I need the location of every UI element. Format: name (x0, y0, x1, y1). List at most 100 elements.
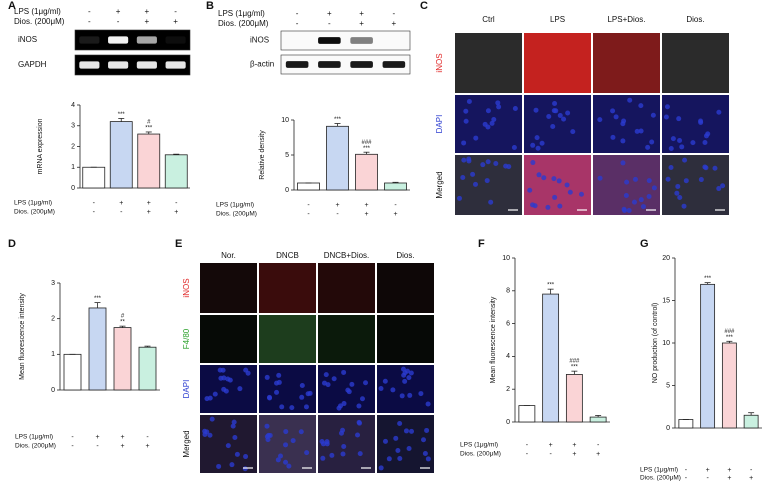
nucleus (355, 432, 361, 438)
treatment-sign: + (147, 209, 151, 216)
row-label: Merged (435, 171, 444, 198)
micrograph (455, 33, 522, 93)
y-tick-label: 10 (662, 340, 670, 347)
y-tick-label: 0 (71, 185, 75, 192)
panel-label: B (206, 0, 214, 12)
y-tick-label: 4 (71, 102, 75, 109)
panel-label: A (8, 0, 16, 12)
nucleus (634, 128, 640, 134)
panel-label: C (420, 0, 428, 12)
treatment-sign: + (116, 7, 121, 16)
treatment-sign: + (596, 451, 600, 458)
treatment-sign: - (93, 200, 96, 207)
column-header: LPS (550, 15, 565, 24)
nucleus (668, 164, 674, 170)
treatment-sign: - (88, 17, 91, 26)
treatment-sign: + (145, 7, 150, 16)
bar (700, 283, 716, 429)
nucleus (382, 438, 388, 444)
y-axis-label: Relative density (259, 130, 266, 180)
nucleus (265, 437, 271, 443)
nucleus (466, 156, 472, 162)
nucleus (496, 104, 502, 110)
nucleus (463, 118, 469, 124)
nucleus (541, 175, 547, 181)
nucleus (466, 99, 472, 105)
nucleus (640, 204, 646, 210)
treatment-label: LPS (1μg/ml) (218, 9, 265, 18)
treatment-sign: + (120, 443, 124, 450)
nucleus (264, 423, 270, 429)
treatment-sign: + (359, 9, 364, 18)
bar (678, 419, 694, 429)
bar (88, 307, 107, 391)
bar (326, 125, 349, 191)
nucleus (329, 452, 335, 458)
nucleus (623, 193, 629, 199)
nucleus (512, 105, 518, 111)
significance: ### (361, 140, 372, 146)
treatment-sign: - (685, 475, 688, 482)
significance: # (121, 314, 125, 320)
nucleus (597, 117, 603, 123)
nucleus (556, 178, 562, 184)
nucleus (578, 191, 584, 197)
nucleus (626, 207, 632, 213)
nucleus (485, 108, 491, 114)
nucleus (564, 182, 570, 188)
nucleus (393, 435, 399, 441)
nucleus (216, 463, 222, 469)
column-header: DNCB (276, 251, 299, 260)
nucleus (359, 396, 365, 402)
nucleus (331, 376, 337, 382)
nucleus (550, 124, 556, 130)
treatment-sign: + (727, 475, 731, 482)
nucleus (382, 378, 388, 384)
nucleus (303, 404, 309, 410)
panel-label: G (640, 238, 649, 250)
nucleus (408, 370, 414, 376)
treatment-sign: - (526, 451, 529, 458)
nucleus (345, 387, 351, 393)
nucleus (356, 403, 362, 409)
nucleus (218, 375, 224, 381)
blot-band (79, 36, 100, 44)
nucleus (613, 114, 619, 120)
y-tick-label: 4 (506, 353, 510, 360)
nucleus (557, 113, 563, 119)
nucleus (386, 456, 392, 462)
y-tick-label: 2 (51, 316, 55, 323)
blot-band (285, 61, 309, 68)
nucleus (664, 104, 670, 110)
nucleus (227, 377, 233, 383)
y-tick-label: 5 (285, 152, 289, 159)
nucleus (638, 103, 644, 109)
y-tick-label: 6 (506, 320, 510, 327)
y-tick-label: 2 (506, 386, 510, 393)
nucleus (290, 438, 296, 444)
treatment-sign: + (173, 17, 178, 26)
treatment-label: Dios. (200μM) (14, 17, 65, 26)
treatment-sign: - (146, 434, 149, 441)
treatment-sign: - (175, 200, 178, 207)
nucleus (503, 163, 509, 169)
treatment-sign: - (597, 442, 600, 449)
nucleus (536, 172, 542, 178)
micrograph (259, 315, 316, 363)
treatment-label: Dios. (200μM) (216, 211, 257, 218)
nucleus (406, 446, 412, 452)
y-tick-label: 0 (506, 419, 510, 426)
column-header: Dios. (396, 251, 414, 260)
treatment-sign: - (93, 209, 96, 216)
nucleus (425, 456, 431, 462)
bar (297, 182, 320, 191)
nucleus (298, 429, 304, 435)
nucleus (716, 109, 722, 115)
micrograph (593, 95, 660, 153)
bar (589, 416, 607, 423)
bar (542, 293, 560, 423)
nucleus (279, 404, 285, 410)
nucleus (402, 378, 408, 384)
bar (518, 405, 536, 423)
nucleus (470, 171, 476, 177)
